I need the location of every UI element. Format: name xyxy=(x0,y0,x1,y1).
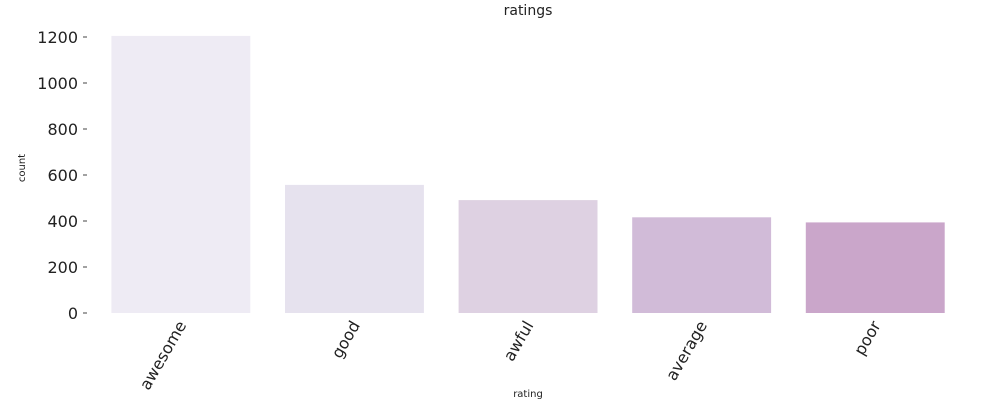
x-tick-label: awful xyxy=(499,318,537,365)
x-tick-label: good xyxy=(327,318,363,362)
bar-awesome xyxy=(111,35,251,314)
bar-awful xyxy=(458,200,598,313)
bars-group xyxy=(111,35,945,314)
bar-average xyxy=(632,217,772,313)
x-tick-label: average xyxy=(662,318,711,384)
y-tick-label: 1200 xyxy=(37,28,78,47)
x-axis-label: rating xyxy=(513,389,543,400)
bar-poor xyxy=(805,222,945,313)
y-tick-label: 1000 xyxy=(37,74,78,93)
chart-title: ratings xyxy=(504,3,553,19)
y-tick-label: 600 xyxy=(47,166,78,185)
y-tick-label: 0 xyxy=(68,304,78,323)
y-tick-label: 800 xyxy=(47,120,78,139)
y-axis-ticks: 0 200 400 600 800 1000 1200 xyxy=(37,28,87,323)
x-tick-label: poor xyxy=(850,317,885,358)
y-axis-label: count xyxy=(17,154,28,182)
y-tick-label: 400 xyxy=(47,212,78,231)
bar-good xyxy=(285,184,424,313)
x-axis-ticks: awesome good awful average poor xyxy=(136,317,885,393)
x-tick-label: awesome xyxy=(136,318,191,394)
y-tick-label: 200 xyxy=(47,258,78,277)
